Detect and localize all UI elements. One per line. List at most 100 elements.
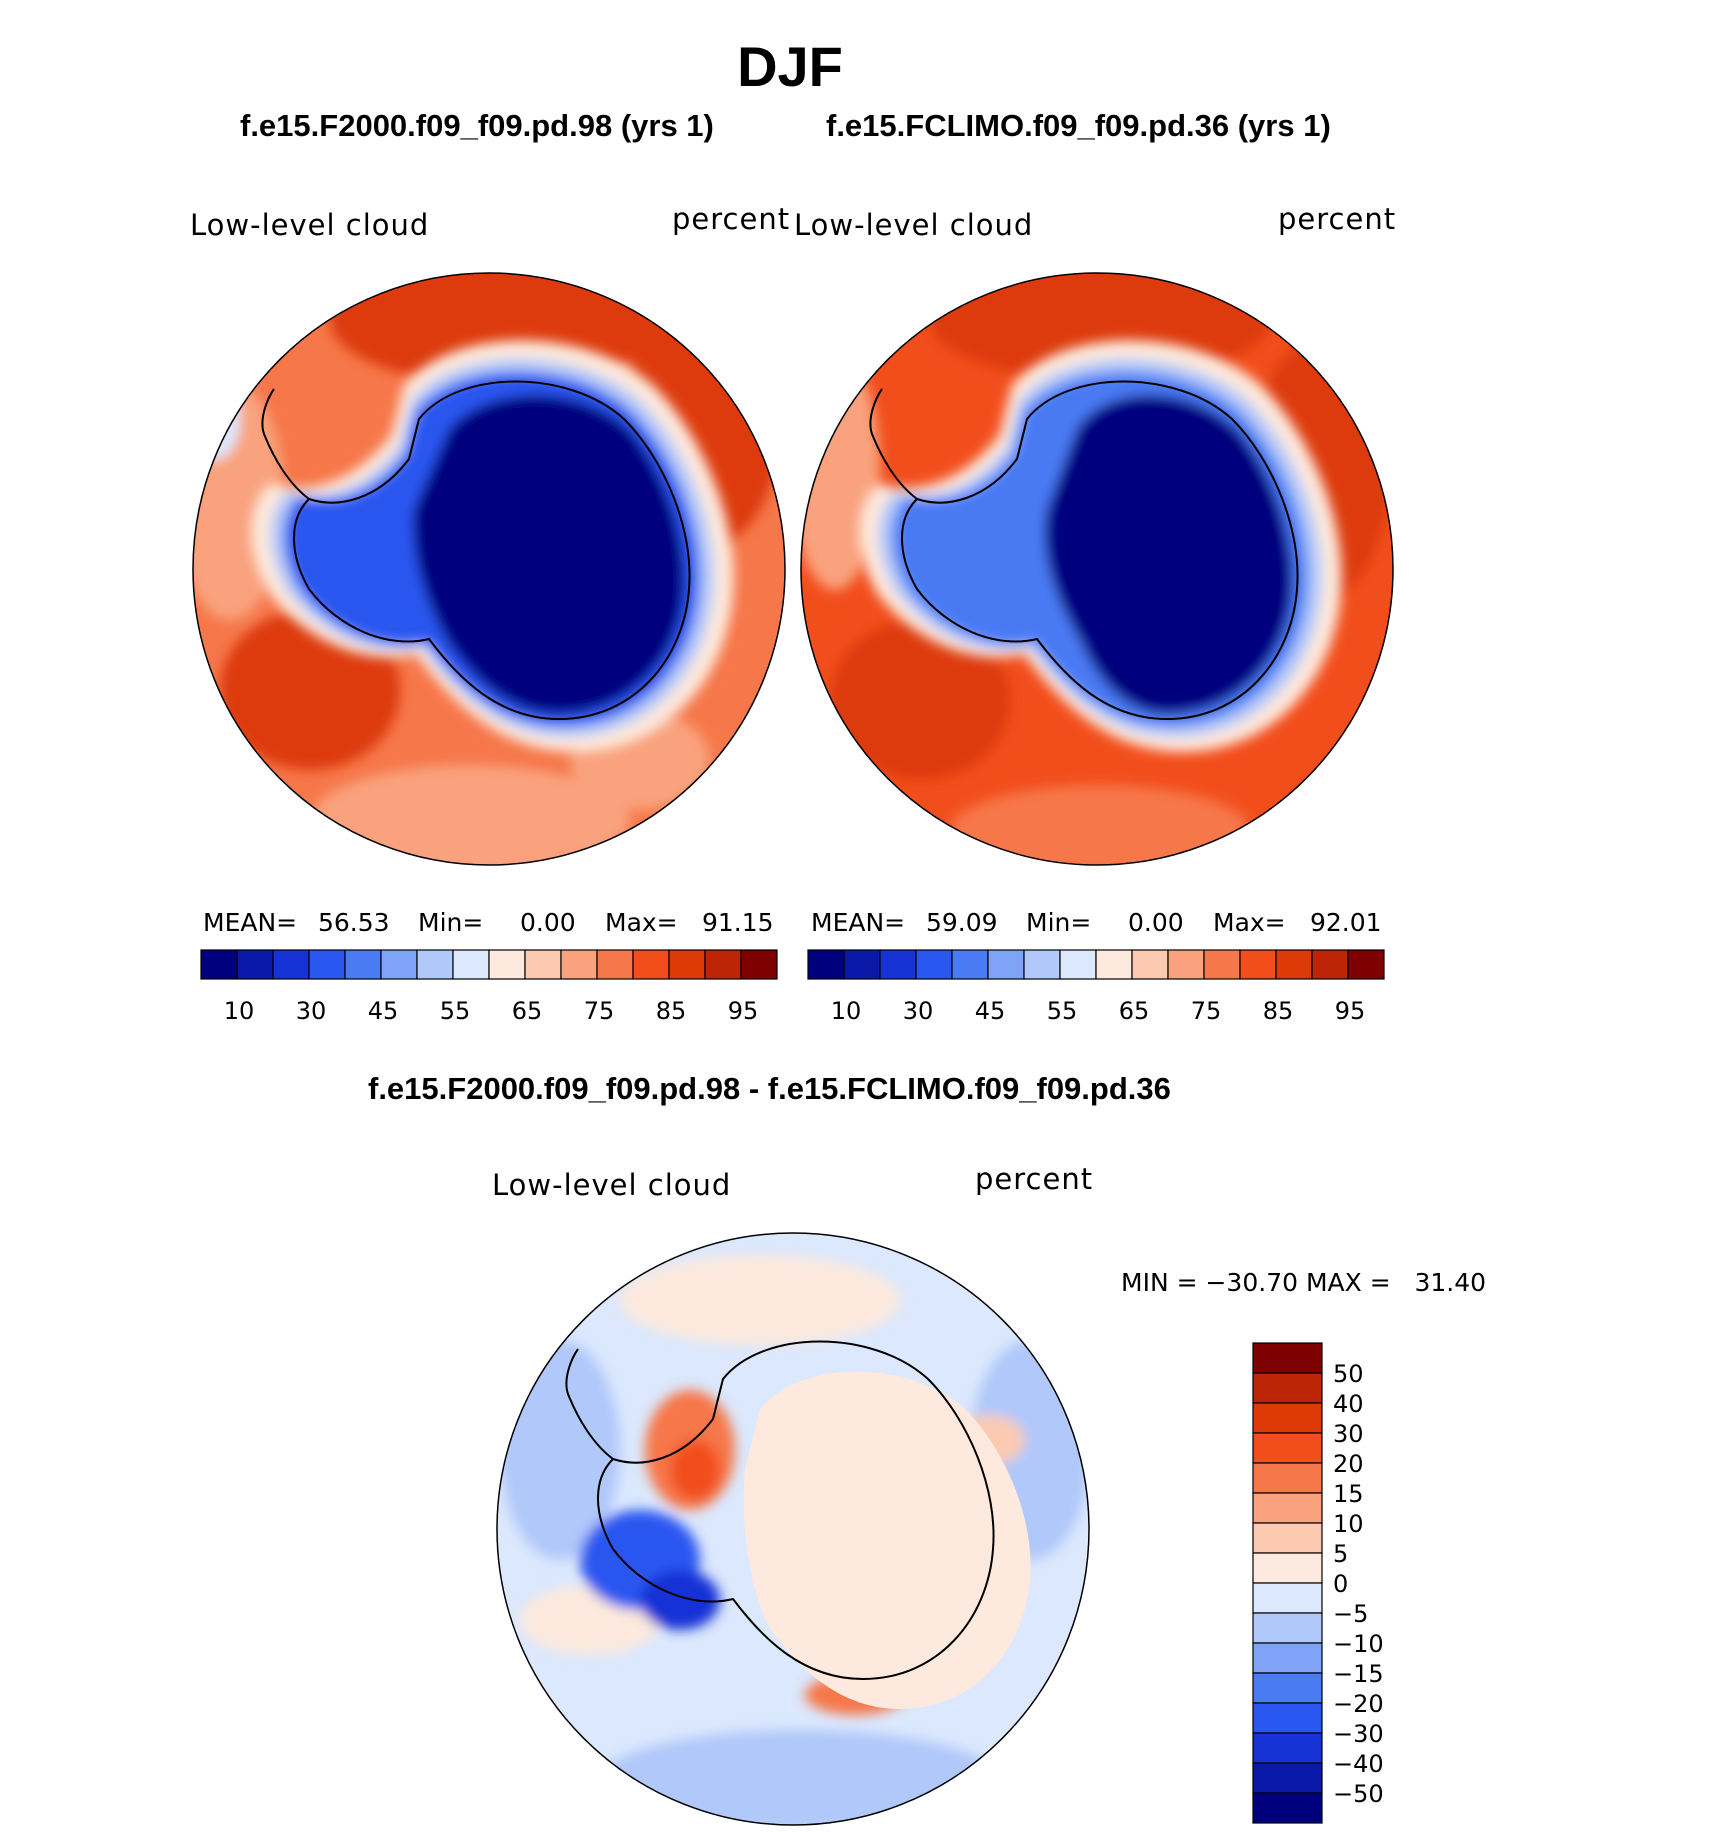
colorbar-difference-cell — [1252, 1462, 1323, 1494]
coastline-right — [869, 380, 1299, 721]
colorbar-right-cell — [1131, 949, 1169, 980]
colorbar-right-cell — [1347, 949, 1385, 980]
colorbar-difference-cell — [1252, 1612, 1323, 1644]
colorbar-left-cell — [236, 949, 274, 980]
variable-label-diff: Low-level cloud — [492, 1168, 732, 1202]
max-label-left: Max= — [605, 908, 678, 937]
colorbar-left-tick-label: 55 — [440, 997, 471, 1025]
colorbar-left-cell — [740, 949, 778, 980]
colorbar-right-cell — [1311, 949, 1349, 980]
colorbar-difference-cell — [1252, 1492, 1323, 1524]
colorbar-left-tick-label: 30 — [296, 997, 327, 1025]
map-left-ice-rings — [251, 340, 734, 752]
variable-label-left: Low-level cloud — [190, 208, 430, 242]
colorbar-tick-labels: 10 30 45 55 65 75 85 95 10 30 45 55 65 75 85 9550403020… — [224, 997, 1384, 1808]
variable-label-right: Low-level cloud — [794, 208, 1034, 242]
colorbar-right-cell — [1275, 949, 1313, 980]
colorbar-left-cell — [488, 949, 526, 980]
colorbar-difference-cell — [1252, 1762, 1323, 1794]
colorbar-difference-tick-label: 0 — [1333, 1570, 1348, 1598]
max-value-right: 92.01 — [1310, 908, 1382, 937]
max-label-right: Max= — [1213, 908, 1286, 937]
colorbar-difference-tick-label: 40 — [1333, 1390, 1364, 1418]
patch-right-3 — [830, 620, 1010, 780]
map-diff-border — [496, 1232, 1090, 1826]
colorbar-left-cell — [272, 949, 310, 980]
colorbar-difference-cell — [1252, 1792, 1323, 1824]
colorbar-difference-cell — [1252, 1402, 1323, 1434]
colorbar-right-cell — [1167, 949, 1205, 980]
mean-label-right: MEAN= — [811, 908, 906, 937]
colorbar-left-cell — [452, 949, 490, 980]
min-label-right: Min= — [1026, 908, 1092, 937]
colorbar-difference-cell — [1252, 1582, 1323, 1614]
patch-diff-1 — [500, 1340, 620, 1560]
units-label-right: percent — [1278, 202, 1397, 236]
colorbar-right-cell — [843, 949, 881, 980]
patch-right-5 — [950, 785, 1250, 865]
colorbar-left-tick-label: 10 — [224, 997, 255, 1025]
colorbar-difference-tick-label: −10 — [1333, 1630, 1384, 1658]
difference-title: f.e15.F2000.f09_f09.pd.98 - f.e15.FCLIMO… — [368, 1071, 1171, 1106]
colorbar-difference-tick-label: −40 — [1333, 1750, 1384, 1778]
colorbar-difference-cell — [1252, 1342, 1323, 1374]
mean-value-left: 56.53 — [318, 908, 390, 937]
colorbar-right — [807, 949, 1385, 980]
cloud-map-left — [193, 273, 785, 865]
colorbar-right-tick-label: 55 — [1047, 997, 1078, 1025]
patch-diff-4 — [620, 1255, 900, 1345]
colorbar-difference-cell — [1252, 1522, 1323, 1554]
colorbar-right-tick-label: 30 — [903, 997, 934, 1025]
colorbar-right-tick-label: 10 — [831, 997, 862, 1025]
colorbar-right-cell — [807, 949, 845, 980]
colorbar-left-tick-label: 95 — [728, 997, 759, 1025]
colorbar-difference-tick-label: −30 — [1333, 1720, 1384, 1748]
colorbar-right-cell — [1095, 949, 1133, 980]
colorbar-left-cell — [524, 949, 562, 980]
colorbar-difference-tick-label: −5 — [1333, 1600, 1368, 1628]
colorbar-right-tick-label: 45 — [975, 997, 1006, 1025]
colorbar-left-cell — [560, 949, 598, 980]
colorbar-difference-cell — [1252, 1372, 1323, 1404]
colorbar-right-cell — [951, 949, 989, 980]
colorbar-right-cell — [915, 949, 953, 980]
patch-diff-7 — [640, 1570, 720, 1630]
colorbar-left-cell — [344, 949, 382, 980]
colorbar-right-tick-label: 65 — [1119, 997, 1150, 1025]
units-label-left: percent — [672, 202, 791, 236]
max-value-left: 91.15 — [702, 908, 774, 937]
mean-value-right: 59.09 — [926, 908, 998, 937]
colorbar-right-tick-label: 95 — [1335, 997, 1366, 1025]
colorbar-right-cell — [987, 949, 1025, 980]
colorbar-right-tick-label: 75 — [1191, 997, 1222, 1025]
colorbar-difference-tick-label: 15 — [1333, 1480, 1364, 1508]
colorbar-difference-tick-label: 50 — [1333, 1360, 1364, 1388]
colorbar-difference-tick-label: −20 — [1333, 1690, 1384, 1718]
season-title: DJF — [737, 35, 843, 98]
colorbar-difference-cell — [1252, 1702, 1323, 1734]
colorbar-right-cell — [879, 949, 917, 980]
colorbar-left-tick-label: 45 — [368, 997, 399, 1025]
colorbar-left-cell — [380, 949, 418, 980]
colorbar-difference-cell — [1252, 1552, 1323, 1584]
colorbar-difference-cell — [1252, 1432, 1323, 1464]
colorbar-left-cell — [416, 949, 454, 980]
case-title-right: f.e15.FCLIMO.f09_f09.pd.36 (yrs 1) — [826, 108, 1331, 143]
diff-minmax-text: MIN = −30.70 MAX = 31.40 — [1121, 1268, 1487, 1297]
colorbar-right-cell — [1239, 949, 1277, 980]
colorbar-left-tick-label: 85 — [656, 997, 687, 1025]
colorbar-right-cell — [1203, 949, 1241, 980]
colorbar-difference-cell — [1252, 1672, 1323, 1704]
colorbar-right-cell — [1059, 949, 1097, 980]
colorbar-left — [200, 949, 778, 980]
colorbar-difference-cell — [1252, 1642, 1323, 1674]
colorbar-difference-tick-label: 10 — [1333, 1510, 1364, 1538]
colorbar-left-cell — [632, 949, 670, 980]
colorbar-right-tick-label: 85 — [1263, 997, 1294, 1025]
mean-label-left: MEAN= — [203, 908, 298, 937]
colorbar-difference-tick-label: −50 — [1333, 1780, 1384, 1808]
cloud-map-right — [801, 273, 1393, 865]
colorbar-difference-tick-label: 5 — [1333, 1540, 1348, 1568]
map-right-border — [800, 272, 1394, 866]
